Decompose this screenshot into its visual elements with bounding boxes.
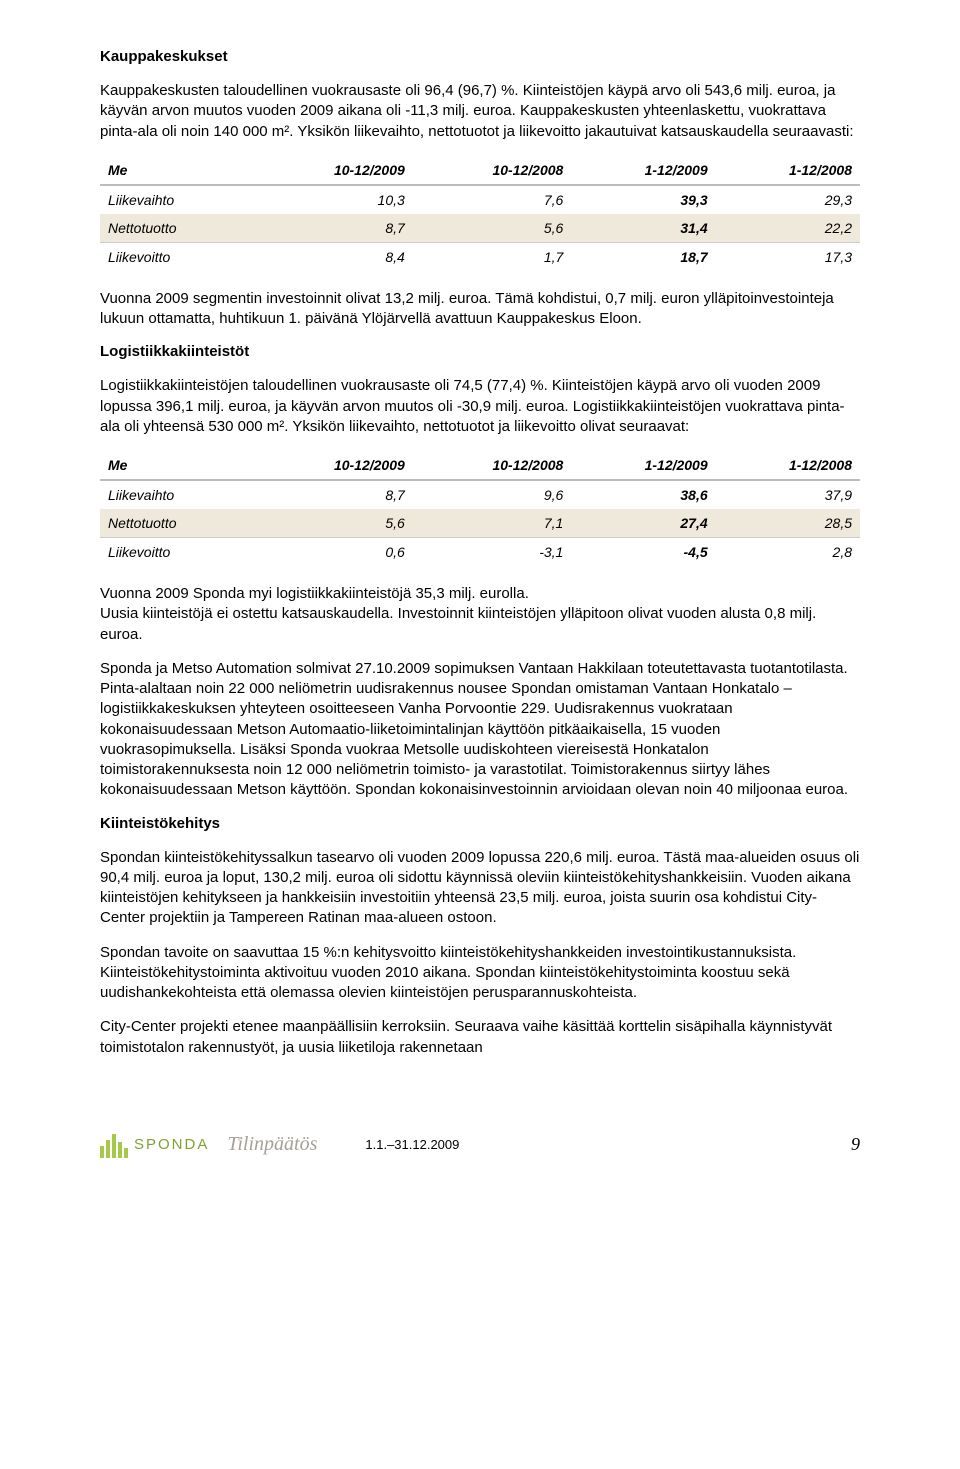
- cell: 8,7: [254, 480, 413, 509]
- section3-para2: Spondan tavoite on saavuttaa 15 %:n kehi…: [100, 943, 860, 1004]
- table1-col1: 10-12/2009: [254, 156, 413, 185]
- cell: 17,3: [716, 242, 860, 271]
- table-row: Liikevoitto 8,4 1,7 18,7 17,3: [100, 242, 860, 271]
- cell: 1,7: [413, 242, 572, 271]
- section1-heading: Kauppakeskukset: [100, 48, 860, 65]
- cell: 18,7: [571, 242, 715, 271]
- cell: 22,2: [716, 214, 860, 243]
- cell: 5,6: [413, 214, 572, 243]
- cell: 28,5: [716, 509, 860, 538]
- section2-para1: Logistiikkakiinteistöjen taloudellinen v…: [100, 376, 860, 437]
- cell: Nettotuotto: [100, 214, 254, 243]
- table-row: Nettotuotto 8,7 5,6 31,4 22,2: [100, 214, 860, 243]
- table1-col2: 10-12/2008: [413, 156, 572, 185]
- table2-col3: 1-12/2009: [571, 451, 715, 480]
- table2: Me 10-12/2009 10-12/2008 1-12/2009 1-12/…: [100, 451, 860, 566]
- footer-title: Tilinpäätös: [227, 1133, 317, 1156]
- table2-col1: 10-12/2009: [254, 451, 413, 480]
- section2-para2: Vuonna 2009 Sponda myi logistiikkakiinte…: [100, 584, 860, 645]
- logo-text: SPONDA: [134, 1136, 209, 1153]
- cell: 5,6: [254, 509, 413, 538]
- cell: 29,3: [716, 185, 860, 214]
- section1-para1: Kauppakeskusten taloudellinen vuokrausas…: [100, 81, 860, 142]
- section1-para2: Vuonna 2009 segmentin investoinnit oliva…: [100, 289, 860, 330]
- table-row: Nettotuotto 5,6 7,1 27,4 28,5: [100, 509, 860, 538]
- cell: 8,7: [254, 214, 413, 243]
- cell: 37,9: [716, 480, 860, 509]
- cell: Liikevaihto: [100, 480, 254, 509]
- cell: Liikevoitto: [100, 538, 254, 567]
- cell: -4,5: [571, 538, 715, 567]
- cell: 8,4: [254, 242, 413, 271]
- cell: Nettotuotto: [100, 509, 254, 538]
- section3-para3: City-Center projekti etenee maanpäällisi…: [100, 1017, 860, 1058]
- cell: 2,8: [716, 538, 860, 567]
- section2-heading: Logistiikkakiinteistöt: [100, 343, 860, 360]
- cell: 9,6: [413, 480, 572, 509]
- section2-para3: Sponda ja Metso Automation solmivat 27.1…: [100, 659, 860, 801]
- cell: 31,4: [571, 214, 715, 243]
- table2-col2: 10-12/2008: [413, 451, 572, 480]
- cell: 7,6: [413, 185, 572, 214]
- page-footer: SPONDA Tilinpäätös 1.1.–31.12.2009 9: [0, 1132, 960, 1188]
- cell: -3,1: [413, 538, 572, 567]
- cell: 7,1: [413, 509, 572, 538]
- sponda-logo: SPONDA: [100, 1132, 209, 1158]
- table1-col4: 1-12/2008: [716, 156, 860, 185]
- page-number: 9: [851, 1134, 860, 1155]
- table-row: Liikevoitto 0,6 -3,1 -4,5 2,8: [100, 538, 860, 567]
- section3-para1: Spondan kiinteistökehityssalkun tasearvo…: [100, 848, 860, 929]
- table2-col4: 1-12/2008: [716, 451, 860, 480]
- table1-col3: 1-12/2009: [571, 156, 715, 185]
- cell: 39,3: [571, 185, 715, 214]
- footer-date-range: 1.1.–31.12.2009: [365, 1137, 459, 1152]
- cell: Liikevoitto: [100, 242, 254, 271]
- table-row: Liikevaihto 10,3 7,6 39,3 29,3: [100, 185, 860, 214]
- cell: 0,6: [254, 538, 413, 567]
- table2-col0: Me: [100, 451, 254, 480]
- table1: Me 10-12/2009 10-12/2008 1-12/2009 1-12/…: [100, 156, 860, 271]
- table1-col0: Me: [100, 156, 254, 185]
- table-row: Liikevaihto 8,7 9,6 38,6 37,9: [100, 480, 860, 509]
- cell: 27,4: [571, 509, 715, 538]
- logo-bars-icon: [100, 1132, 128, 1158]
- cell: 38,6: [571, 480, 715, 509]
- cell: Liikevaihto: [100, 185, 254, 214]
- section3-heading: Kiinteistökehitys: [100, 815, 860, 832]
- cell: 10,3: [254, 185, 413, 214]
